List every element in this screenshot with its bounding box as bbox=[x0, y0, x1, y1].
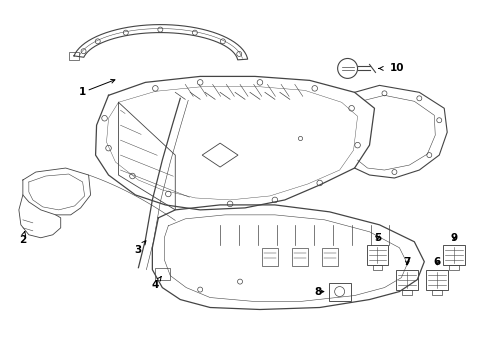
Text: 1: 1 bbox=[79, 80, 115, 97]
Text: 8: 8 bbox=[314, 287, 321, 297]
Text: 3: 3 bbox=[135, 241, 146, 255]
Bar bbox=[322, 248, 338, 266]
Bar bbox=[396, 270, 418, 289]
Text: 4: 4 bbox=[152, 276, 161, 289]
Bar bbox=[329, 283, 350, 301]
Bar bbox=[443, 245, 465, 265]
Text: 5: 5 bbox=[374, 233, 381, 243]
Bar bbox=[262, 248, 278, 266]
Bar bbox=[426, 270, 448, 289]
Bar bbox=[449, 265, 459, 270]
Text: 10: 10 bbox=[390, 63, 404, 73]
Text: 9: 9 bbox=[451, 233, 458, 243]
Bar bbox=[292, 248, 308, 266]
Text: 6: 6 bbox=[434, 257, 441, 267]
Bar bbox=[367, 245, 389, 265]
Bar bbox=[155, 268, 171, 280]
Bar bbox=[372, 265, 383, 270]
Text: 7: 7 bbox=[404, 257, 411, 267]
Text: 2: 2 bbox=[19, 231, 26, 245]
Bar bbox=[432, 289, 442, 294]
Bar bbox=[69, 52, 79, 60]
Bar bbox=[402, 289, 413, 294]
